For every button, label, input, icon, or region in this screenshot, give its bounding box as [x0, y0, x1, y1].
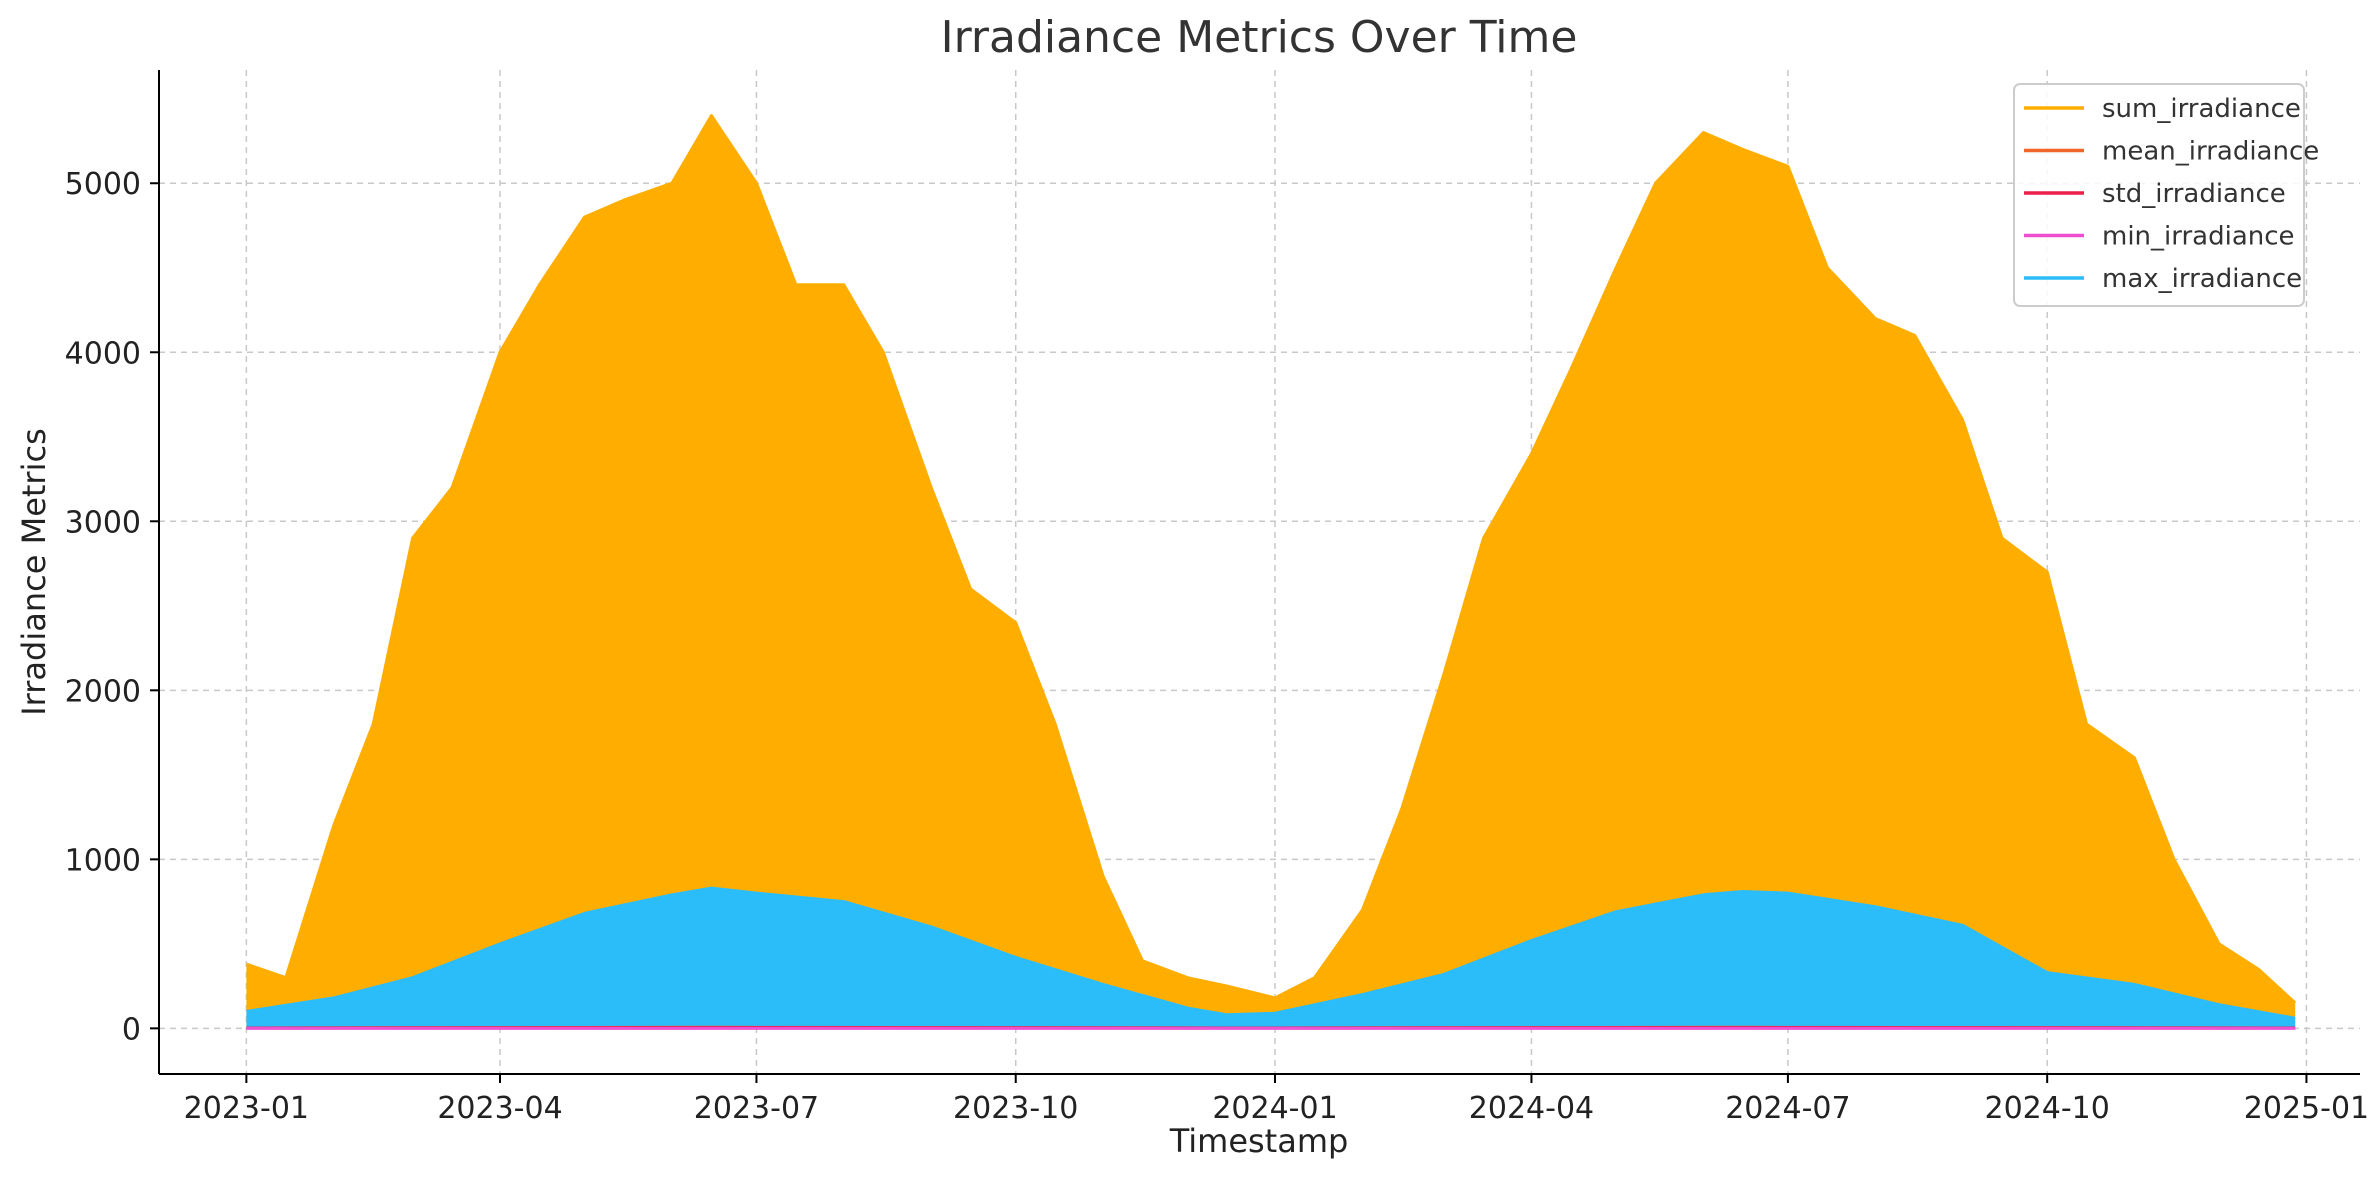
legend-label: mean_irradiance — [2102, 137, 2319, 167]
y-tick-label: 2000 — [65, 674, 141, 709]
y-axis-label: Irradiance Metrics — [15, 428, 53, 716]
legend-label: sum_irradiance — [2102, 94, 2301, 124]
legend-label: min_irradiance — [2102, 222, 2295, 252]
x-tick-label: 2023-01 — [184, 1091, 309, 1126]
x-tick-label: 2023-04 — [437, 1091, 562, 1126]
x-tick-label: 2024-04 — [1469, 1091, 1594, 1126]
plot-area — [245, 114, 2297, 1030]
y-ticks: 0 1000 2000 3000 4000 5000 — [65, 167, 159, 1047]
x-axis-label: Timestamp — [1169, 1122, 1349, 1160]
legend-box — [2013, 83, 2305, 307]
x-tick-label: 2025-01 — [2244, 1091, 2369, 1126]
x-tick-label: 2024-01 — [1212, 1091, 1337, 1126]
chart-title: Irradiance Metrics Over Time — [941, 12, 1578, 63]
legend-label: std_irradiance — [2102, 179, 2286, 209]
y-tick-label: 1000 — [65, 843, 141, 878]
series-max-irradiance-area — [246, 888, 2296, 1029]
y-tick-label: 4000 — [65, 336, 141, 371]
y-tick-label: 5000 — [65, 167, 141, 202]
series-max-irradiance-line — [246, 886, 2296, 1020]
y-tick-label: 0 — [122, 1012, 141, 1047]
x-tick-label: 2023-10 — [953, 1091, 1078, 1126]
series-sum-irradiance-area — [246, 115, 2296, 1029]
axes — [158, 70, 2360, 1075]
legend: sum_irradiance mean_irradiance std_irradia… — [2013, 83, 2319, 307]
legend-label: max_irradiance — [2102, 264, 2302, 294]
y-tick-label: 3000 — [65, 505, 141, 540]
x-tick-label: 2023-07 — [694, 1091, 819, 1126]
x-tick-label: 2024-07 — [1725, 1091, 1850, 1126]
x-tick-label: 2024-10 — [1985, 1091, 2110, 1126]
x-ticks: 2023-01 2023-04 2023-07 2023-10 2024-01 2024-… — [184, 1074, 2369, 1126]
